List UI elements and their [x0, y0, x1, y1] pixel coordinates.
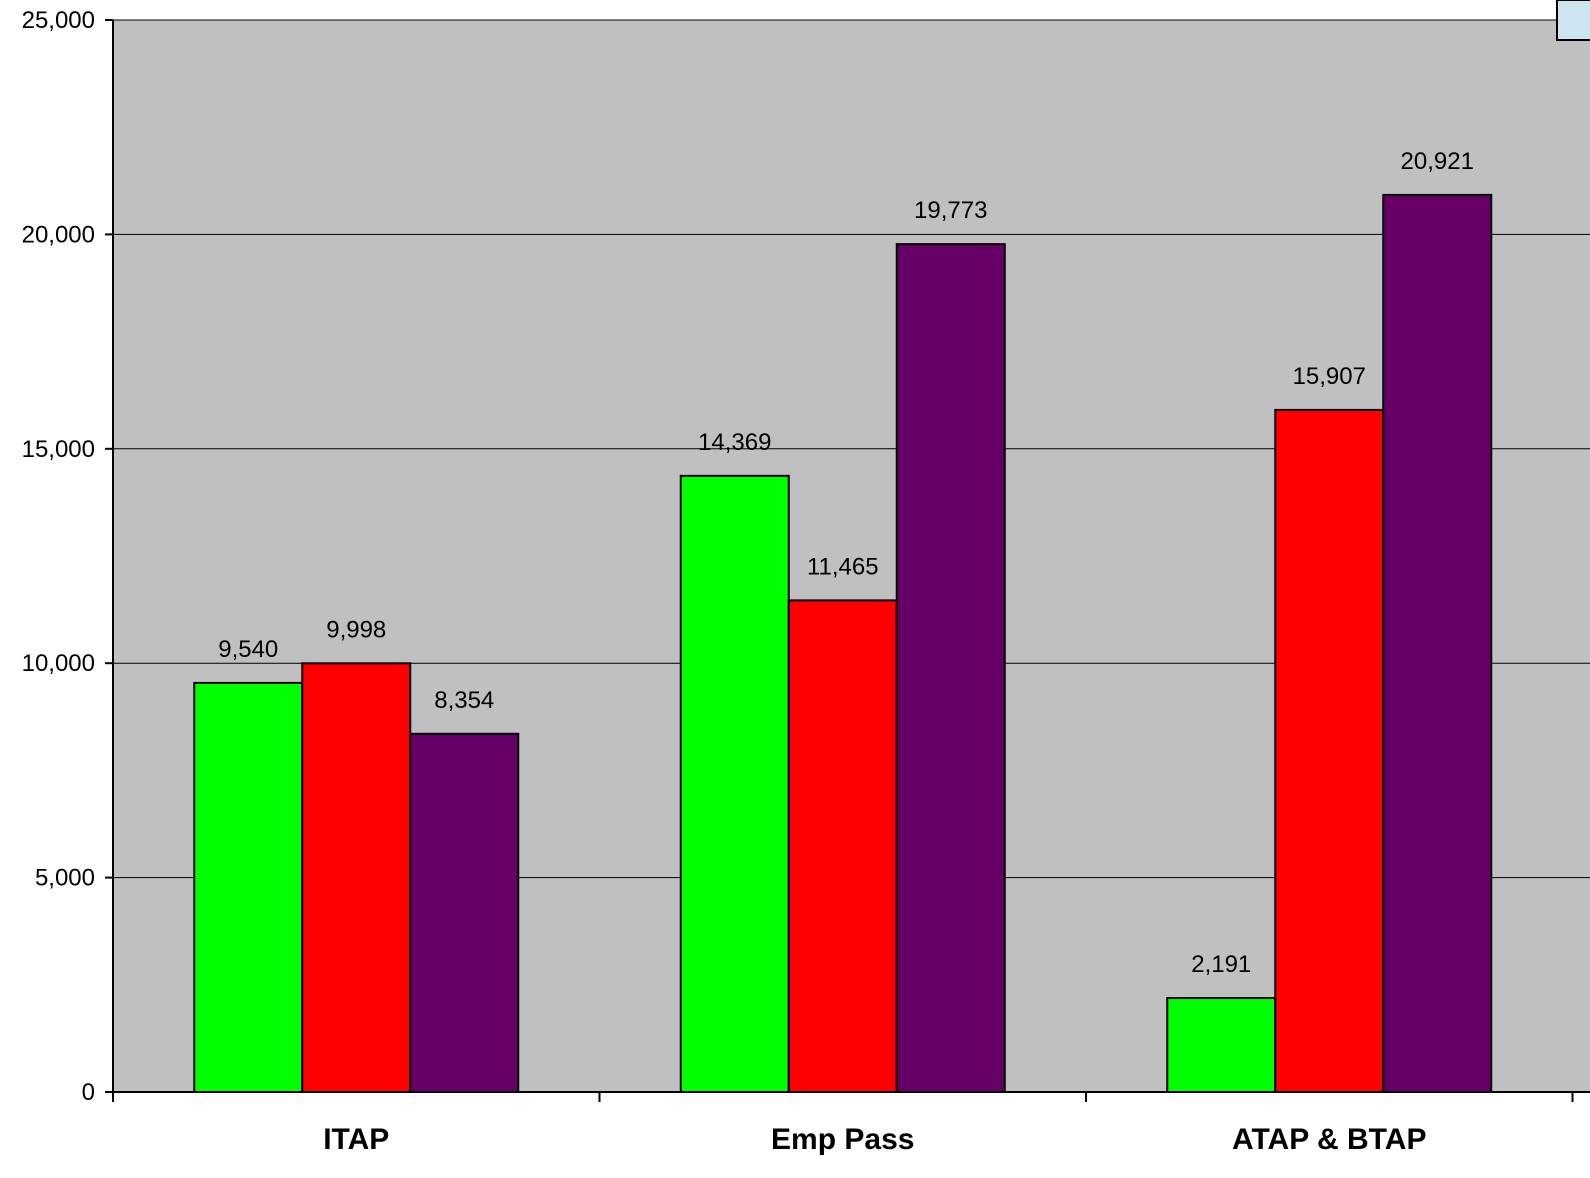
bar	[679, 474, 790, 1093]
bar	[1382, 193, 1493, 1093]
bar	[193, 681, 304, 1093]
y-tick-label: 10,000	[22, 650, 95, 677]
bar	[1274, 408, 1385, 1093]
x-axis-ticks	[112, 1092, 1574, 1102]
y-tick-label: 25,000	[22, 7, 95, 34]
bar	[895, 243, 1006, 1093]
data-label: 9,998	[326, 616, 386, 643]
data-label: 15,907	[1293, 363, 1366, 390]
category-labels: ITAP Emp Pass ATAP & BTAP	[323, 1123, 1426, 1156]
x-category-label: ATAP & BTAP	[1232, 1123, 1426, 1156]
x-category-label: Emp Pass	[771, 1123, 914, 1156]
data-label: 2,191	[1191, 951, 1251, 978]
data-labels: 9,540 9,998 8,354 14,369 11,465 19,773 2,191 15…	[218, 148, 1474, 978]
y-tick-label: 20,000	[22, 221, 95, 248]
data-label: 14,369	[698, 429, 771, 456]
legend-box-edge	[1556, 0, 1590, 41]
data-label: 11,465	[807, 553, 879, 580]
bar	[1166, 997, 1277, 1094]
bar	[301, 662, 412, 1093]
bars	[193, 193, 1493, 1094]
data-label: 8,354	[434, 687, 494, 714]
y-tick-label: 5,000	[35, 865, 95, 892]
bar	[409, 732, 520, 1093]
y-tick-label: 0	[82, 1079, 95, 1106]
bar	[787, 599, 898, 1093]
y-axis-ticks: 0 5,000 10,000 15,000 20,000 25,000	[22, 7, 113, 1106]
data-label: 20,921	[1401, 148, 1474, 175]
x-category-label: ITAP	[323, 1123, 389, 1156]
data-label: 9,540	[218, 636, 278, 663]
y-tick-label: 15,000	[22, 436, 95, 463]
data-label: 19,773	[914, 197, 987, 224]
